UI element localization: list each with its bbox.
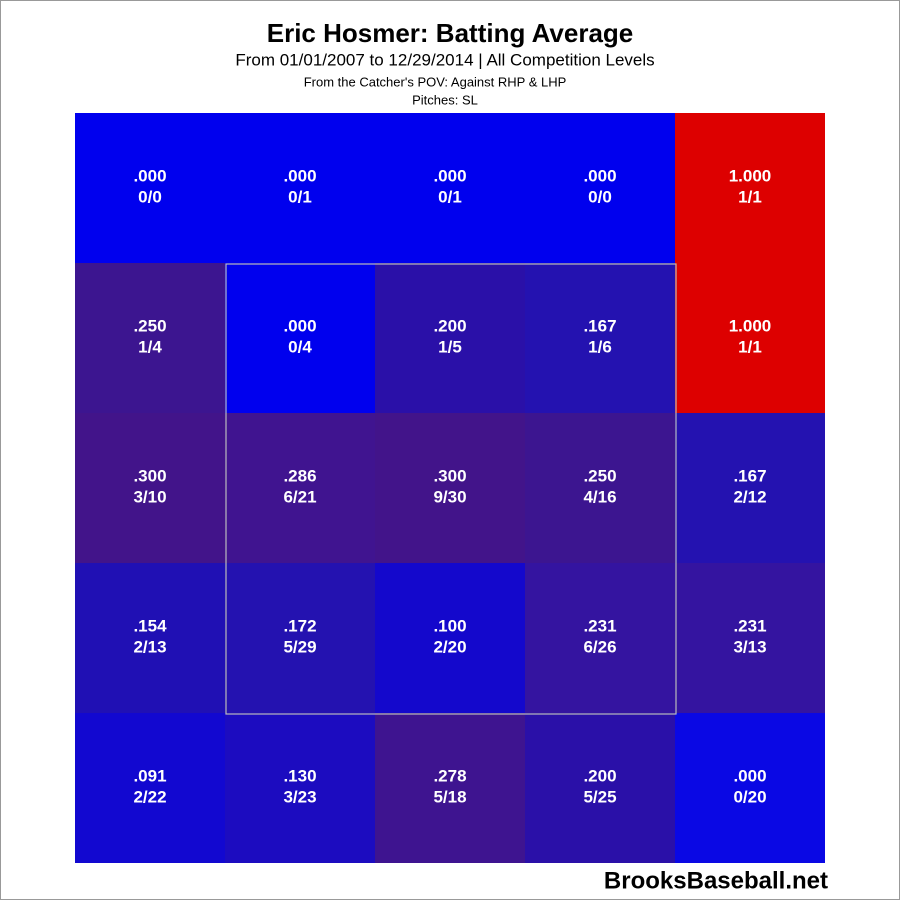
value-label: .278 — [433, 766, 466, 785]
value-label: .100 — [433, 616, 466, 635]
heat-cell — [225, 413, 375, 563]
value-label: .167 — [733, 466, 766, 485]
heat-cell — [375, 713, 525, 863]
value-label: .091 — [133, 766, 166, 785]
heat-cell — [225, 713, 375, 863]
heat-cell — [225, 113, 375, 263]
chart-subtitle: From 01/01/2007 to 12/29/2014 | All Comp… — [235, 50, 654, 69]
count-label: 0/0 — [588, 187, 612, 206]
heatmap-grid: .000 0/0 .000 0/1 .000 0/1 .000 0/0 1.000 1/1 .250… — [75, 113, 825, 863]
heat-cell — [75, 413, 225, 563]
count-label: 1/5 — [438, 337, 462, 356]
count-label: 0/1 — [438, 187, 462, 206]
count-label: 0/0 — [138, 187, 162, 206]
value-label: .300 — [433, 466, 466, 485]
count-label: 4/16 — [583, 487, 616, 506]
value-label: .000 — [283, 316, 316, 335]
value-label: .000 — [283, 166, 316, 185]
value-label: .286 — [283, 466, 316, 485]
watermark: BrooksBaseball.net — [604, 867, 828, 894]
heat-cell — [75, 263, 225, 413]
heat-cell — [225, 563, 375, 713]
count-label: 2/22 — [133, 787, 166, 806]
heat-cell — [75, 113, 225, 263]
value-label: 1.000 — [729, 166, 772, 185]
count-label: 1/6 — [588, 337, 612, 356]
heat-cell — [375, 413, 525, 563]
value-label: .000 — [433, 166, 466, 185]
value-label: .200 — [433, 316, 466, 335]
value-label: .300 — [133, 466, 166, 485]
value-label: .167 — [583, 316, 616, 335]
value-label: .000 — [133, 166, 166, 185]
value-label: .231 — [583, 616, 616, 635]
annotation: Pitches: SL — [412, 92, 478, 107]
heat-cell — [675, 263, 825, 413]
heat-cell — [675, 413, 825, 563]
count-label: 0/4 — [288, 337, 312, 356]
count-label: 5/25 — [583, 787, 616, 806]
value-label: .130 — [283, 766, 316, 785]
count-label: 2/13 — [133, 637, 166, 656]
heat-cell — [675, 113, 825, 263]
value-label: 1.000 — [729, 316, 772, 335]
heat-cell — [75, 713, 225, 863]
heat-cell — [375, 563, 525, 713]
heat-cell — [75, 563, 225, 713]
count-label: 5/18 — [433, 787, 466, 806]
chart-title: Eric Hosmer: Batting Average — [267, 18, 634, 48]
value-label: .250 — [133, 316, 166, 335]
value-label: .200 — [583, 766, 616, 785]
heat-cell — [225, 263, 375, 413]
count-label: 2/20 — [433, 637, 466, 656]
count-label: 1/1 — [738, 187, 762, 206]
count-label: 5/29 — [283, 637, 316, 656]
heat-cell — [375, 113, 525, 263]
strike-zone — [225, 263, 677, 715]
count-label: 3/23 — [283, 787, 316, 806]
count-label: 0/1 — [288, 187, 312, 206]
count-label: 2/12 — [733, 487, 766, 506]
heat-cell — [525, 113, 675, 263]
value-label: .000 — [583, 166, 616, 185]
count-label: 6/26 — [583, 637, 616, 656]
heat-cell — [525, 563, 675, 713]
heat-cell — [525, 263, 675, 413]
value-label: .172 — [283, 616, 316, 635]
count-label: 1/4 — [138, 337, 162, 356]
count-label: 1/1 — [738, 337, 762, 356]
heat-cell — [675, 563, 825, 713]
heat-cell — [675, 713, 825, 863]
annotation: From the Catcher's POV: Against RHP & LH… — [304, 74, 567, 89]
value-label: .250 — [583, 466, 616, 485]
heat-cell — [525, 713, 675, 863]
count-label: 6/21 — [283, 487, 316, 506]
heat-cell — [525, 413, 675, 563]
value-label: .231 — [733, 616, 766, 635]
count-label: 9/30 — [433, 487, 466, 506]
heat-cell — [375, 263, 525, 413]
count-label: 3/10 — [133, 487, 166, 506]
count-label: 3/13 — [733, 637, 766, 656]
value-label: .154 — [133, 616, 167, 635]
count-label: 0/20 — [733, 787, 766, 806]
value-label: .000 — [733, 766, 766, 785]
